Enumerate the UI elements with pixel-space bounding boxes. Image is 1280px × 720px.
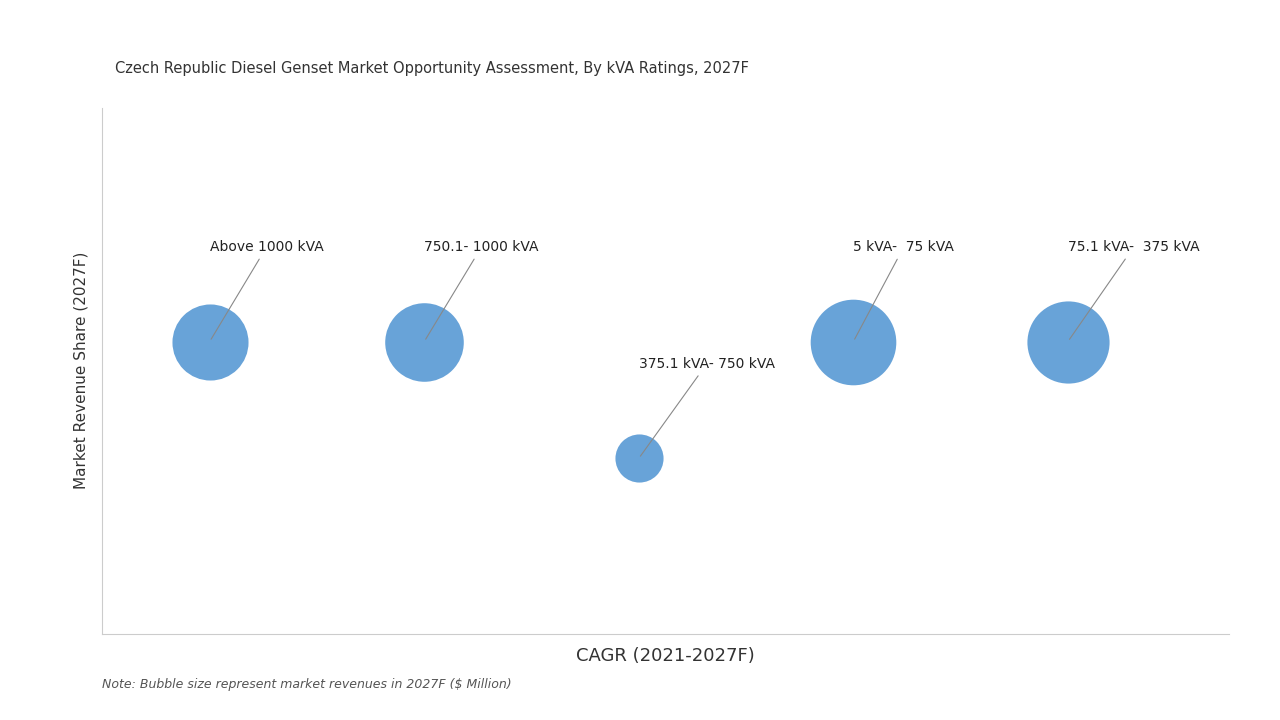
- Text: research: research: [1194, 49, 1261, 63]
- Text: 5 kVA-  75 kVA: 5 kVA- 75 kVA: [854, 240, 954, 339]
- Text: 6W: 6W: [1229, 16, 1280, 50]
- Y-axis label: Market Revenue Share (2027F): Market Revenue Share (2027F): [73, 252, 88, 490]
- Point: [1057, 336, 1078, 347]
- Text: 75.1 kVA-  375 kVA: 75.1 kVA- 375 kVA: [1068, 240, 1199, 339]
- Text: Note: Bubble size represent market revenues in 2027F ($ Million): Note: Bubble size represent market reven…: [102, 678, 512, 691]
- Point: [628, 453, 649, 464]
- X-axis label: CAGR (2021-2027F): CAGR (2021-2027F): [576, 647, 755, 665]
- Text: Czech Republic Diesel Genset Market Opportunity
Assessment, By kVA Ratings: Czech Republic Diesel Genset Market Oppo…: [26, 13, 882, 81]
- Text: Czech Republic Diesel Genset Market Opportunity Assessment, By kVA Ratings, 2027: Czech Republic Diesel Genset Market Oppo…: [115, 60, 749, 76]
- Text: 375.1 kVA- 750 kVA: 375.1 kVA- 750 kVA: [639, 357, 774, 456]
- Point: [200, 336, 220, 347]
- Text: Above 1000 kVA: Above 1000 kVA: [210, 240, 324, 339]
- Text: 750.1- 1000 kVA: 750.1- 1000 kVA: [424, 240, 539, 339]
- Point: [844, 336, 864, 347]
- Point: [413, 336, 434, 347]
